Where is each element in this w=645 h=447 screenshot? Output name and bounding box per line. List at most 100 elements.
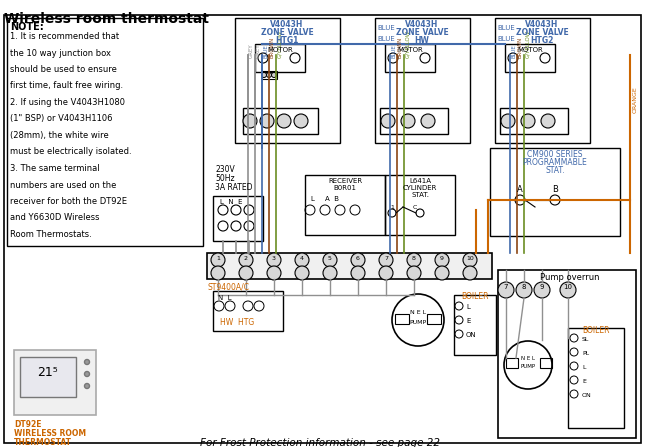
Bar: [495, 18, 590, 143]
Text: BOILER: BOILER: [582, 326, 610, 335]
Circle shape: [84, 359, 90, 364]
Bar: [380, 108, 448, 134]
Text: MOTOR: MOTOR: [267, 47, 293, 53]
Text: 9: 9: [440, 257, 444, 261]
Text: STAT.: STAT.: [411, 192, 429, 198]
Circle shape: [379, 266, 393, 280]
Text: STAT.: STAT.: [545, 166, 565, 175]
Text: receiver for both the DT92E: receiver for both the DT92E: [10, 197, 127, 206]
Bar: [213, 291, 283, 331]
Text: SL: SL: [582, 337, 590, 342]
Circle shape: [521, 114, 535, 128]
Text: 10: 10: [564, 284, 573, 290]
Circle shape: [277, 114, 291, 128]
Text: B: B: [552, 185, 558, 194]
Circle shape: [211, 253, 225, 267]
Text: N  L: N L: [218, 295, 232, 301]
Text: 8: 8: [522, 284, 526, 290]
Circle shape: [267, 266, 281, 280]
Text: ZONE VALVE: ZONE VALVE: [515, 28, 568, 37]
Text: BLUE: BLUE: [511, 44, 516, 58]
Circle shape: [407, 266, 421, 280]
Text: ST9400A/C: ST9400A/C: [207, 283, 249, 292]
Circle shape: [239, 266, 253, 280]
Circle shape: [84, 371, 90, 376]
Text: 10: 10: [466, 257, 474, 261]
Circle shape: [272, 72, 277, 77]
Bar: [505, 44, 555, 72]
Text: N E L: N E L: [521, 357, 535, 362]
Bar: [490, 148, 620, 236]
Text: 9: 9: [540, 284, 544, 290]
Circle shape: [323, 253, 337, 267]
Text: BLUE: BLUE: [497, 36, 515, 42]
Circle shape: [351, 253, 365, 267]
Text: GREY: GREY: [249, 43, 254, 58]
Bar: [14, 350, 96, 415]
Circle shape: [267, 253, 281, 267]
Circle shape: [435, 253, 449, 267]
Text: must be electrically isolated.: must be electrically isolated.: [10, 148, 132, 156]
Circle shape: [243, 114, 257, 128]
Text: CYLINDER: CYLINDER: [403, 185, 437, 191]
Text: 3A RATED: 3A RATED: [215, 183, 252, 192]
Bar: [262, 71, 277, 79]
Text: PL: PL: [582, 351, 589, 356]
Text: BLUE: BLUE: [391, 44, 396, 58]
Text: 2. If using the V4043H1080: 2. If using the V4043H1080: [10, 98, 125, 107]
Text: C: C: [413, 205, 417, 210]
Text: A: A: [517, 185, 523, 194]
Circle shape: [463, 266, 477, 280]
Text: BROWN: BROWN: [398, 37, 403, 58]
Text: G/YELLOW: G/YELLOW: [525, 30, 530, 58]
Circle shape: [501, 114, 515, 128]
Text: B0R01: B0R01: [333, 185, 357, 191]
Circle shape: [421, 114, 435, 128]
Text: first time, fault free wiring.: first time, fault free wiring.: [10, 81, 123, 90]
Text: ON: ON: [582, 393, 591, 398]
Circle shape: [84, 384, 90, 388]
Bar: [207, 253, 492, 279]
Text: 4: 4: [300, 257, 304, 261]
Text: 7: 7: [504, 284, 508, 290]
Text: CM900 SERIES: CM900 SERIES: [527, 150, 582, 159]
Text: BROWN: BROWN: [518, 37, 523, 58]
Circle shape: [379, 253, 393, 267]
Text: Pump overrun: Pump overrun: [540, 273, 599, 282]
Circle shape: [295, 253, 309, 267]
Text: PROGRAMMABLE: PROGRAMMABLE: [522, 158, 588, 167]
Text: BLUE: BLUE: [377, 36, 395, 42]
Text: 2: 2: [244, 257, 248, 261]
Text: L: L: [310, 196, 314, 202]
Circle shape: [560, 282, 576, 298]
Text: BLUE: BLUE: [497, 25, 515, 31]
Circle shape: [261, 72, 266, 77]
Text: E: E: [466, 318, 470, 324]
Bar: [305, 175, 385, 235]
Circle shape: [323, 266, 337, 280]
Bar: [385, 44, 435, 72]
Text: Room Thermostats.: Room Thermostats.: [10, 230, 92, 239]
Text: 1: 1: [390, 205, 394, 210]
Bar: [385, 175, 455, 235]
Text: PUMP: PUMP: [521, 364, 535, 370]
Text: L  N  E: L N E: [220, 199, 243, 205]
Text: V4043H: V4043H: [405, 20, 439, 29]
Text: NOTE:: NOTE:: [10, 22, 44, 32]
Circle shape: [541, 114, 555, 128]
Text: GREY: GREY: [256, 43, 261, 58]
Text: A  B: A B: [325, 196, 339, 202]
Bar: [506, 358, 518, 368]
Text: WIRELESS ROOM: WIRELESS ROOM: [14, 429, 86, 438]
Text: 21⁵: 21⁵: [37, 366, 59, 379]
Text: HW  HTG: HW HTG: [220, 318, 254, 327]
Text: L: L: [582, 365, 586, 370]
Text: 1. It is recommended that: 1. It is recommended that: [10, 32, 119, 41]
Bar: [7, 18, 203, 246]
Text: DT92E: DT92E: [14, 420, 41, 429]
Text: HTG2: HTG2: [530, 36, 553, 45]
Circle shape: [294, 114, 308, 128]
Text: PUMP: PUMP: [410, 320, 426, 325]
Bar: [235, 18, 340, 143]
Circle shape: [407, 253, 421, 267]
